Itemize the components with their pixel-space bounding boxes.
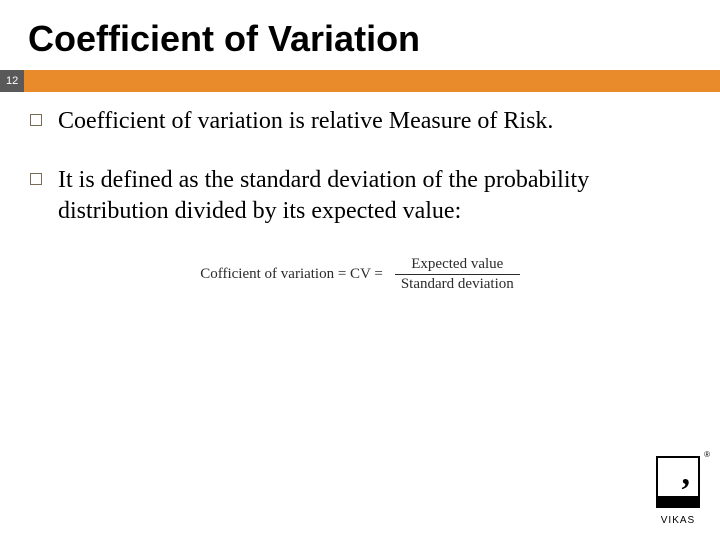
bullet-text: Coefficient of variation is relative Mea… [58,106,553,137]
content-area: Coefficient of variation is relative Mea… [0,92,720,293]
registered-icon: ® [704,450,710,459]
slide-number-badge: 12 [0,70,24,92]
bullet-text: It is defined as the standard deviation … [58,165,690,227]
formula-denominator: Standard deviation [395,275,520,293]
slide: Coefficient of Variation 12 Coefficient … [0,0,720,540]
logo-bar-icon [658,496,698,506]
logo-apostrophe-icon: , [682,464,691,484]
bullet-marker-icon [30,173,42,185]
accent-band: 12 [0,70,720,92]
formula-numerator: Expected value [405,256,509,274]
formula: Cofficient of variation = CV = Expected … [30,256,690,293]
publisher-logo: , ® VIKAS [656,456,700,526]
bullet-item: It is defined as the standard deviation … [30,165,690,227]
logo-text: VIKAS [656,515,700,526]
slide-title: Coefficient of Variation [0,0,720,70]
bullet-item: Coefficient of variation is relative Mea… [30,106,690,137]
bullet-marker-icon [30,114,42,126]
accent-bar [24,70,720,92]
formula-lhs: Cofficient of variation = CV = [200,266,383,283]
formula-fraction: Expected value Standard deviation [395,256,520,293]
logo-mark-icon: , [656,456,700,508]
